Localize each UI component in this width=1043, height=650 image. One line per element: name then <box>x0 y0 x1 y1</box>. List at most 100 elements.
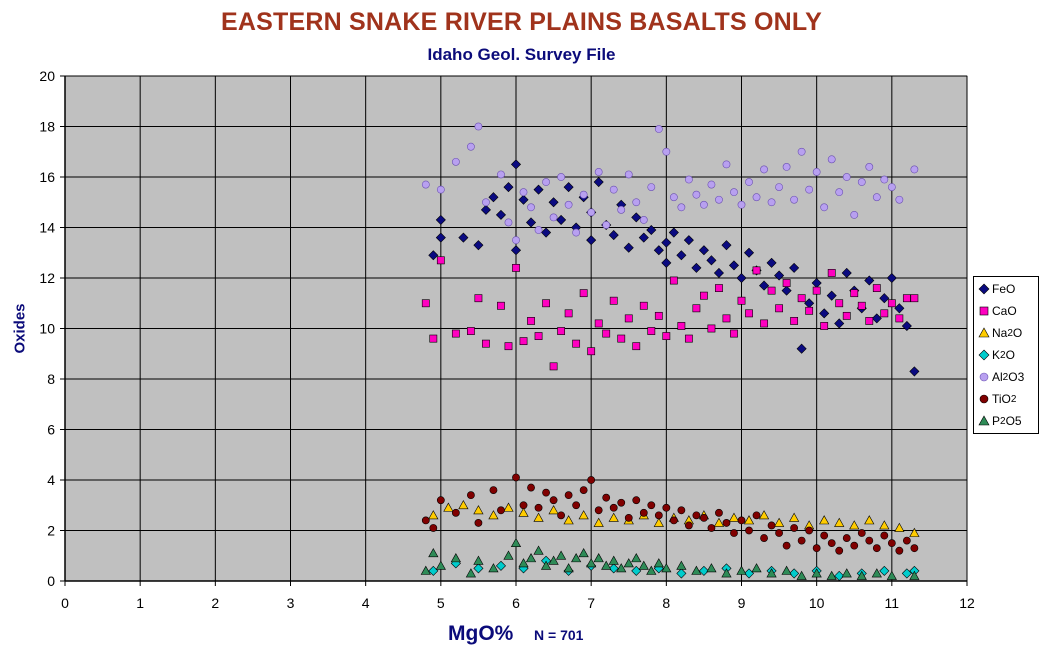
series-p2o5 <box>420 537 920 580</box>
data-point <box>587 347 596 356</box>
data-point <box>677 322 686 330</box>
data-point <box>790 195 799 204</box>
data-point <box>540 560 552 570</box>
data-point <box>775 304 783 313</box>
data-point <box>639 301 648 310</box>
data-point <box>519 337 528 346</box>
data-point <box>737 200 746 209</box>
data-point <box>707 180 716 189</box>
data-point <box>721 240 732 251</box>
y-tick-label: 6 <box>47 422 55 438</box>
data-point <box>587 208 596 217</box>
data-point <box>745 178 753 186</box>
data-point <box>901 320 912 331</box>
data-point <box>834 570 845 581</box>
data-point <box>820 531 829 540</box>
data-point <box>782 279 791 287</box>
data-point <box>428 250 439 261</box>
data-point <box>533 545 544 555</box>
data-point <box>737 296 746 305</box>
data-point <box>638 232 649 243</box>
legend-marker <box>978 327 990 338</box>
data-point <box>910 544 919 553</box>
data-point <box>834 517 845 527</box>
data-point <box>465 568 477 578</box>
data-point <box>488 192 499 203</box>
data-point <box>715 195 723 204</box>
data-point <box>557 173 565 181</box>
data-point <box>857 529 866 537</box>
y-tick-label: 14 <box>39 220 55 236</box>
data-point <box>676 568 687 579</box>
data-point <box>865 162 874 171</box>
data-point <box>541 227 552 238</box>
data-point <box>767 521 776 530</box>
data-point <box>504 218 513 227</box>
data-point <box>503 550 514 560</box>
legend-label: FeO <box>992 282 1016 296</box>
data-point <box>662 503 671 512</box>
data-point <box>826 290 837 301</box>
data-point <box>639 508 648 517</box>
data-point <box>743 515 755 525</box>
data-point <box>473 240 484 251</box>
data-point <box>767 198 776 207</box>
legend-marker-icon <box>978 415 990 426</box>
data-point <box>510 159 522 170</box>
data-point <box>909 527 920 537</box>
data-point <box>428 510 439 520</box>
legend-item-tio2: TiO 2 <box>978 389 1016 409</box>
data-point <box>879 293 890 304</box>
data-point <box>789 568 800 579</box>
data-point <box>631 553 642 563</box>
data-point <box>572 228 581 237</box>
data-point <box>910 294 919 303</box>
data-point <box>602 221 611 229</box>
y-tick-label: 10 <box>39 321 55 337</box>
data-point <box>698 565 709 576</box>
data-point <box>841 568 852 578</box>
data-point <box>542 488 550 497</box>
x-axis-label: MgO% <box>448 622 514 645</box>
data-point <box>684 521 693 530</box>
data-point <box>834 318 845 329</box>
data-point <box>811 568 822 578</box>
data-point <box>555 550 567 560</box>
data-point <box>775 183 783 191</box>
data-point <box>865 536 874 545</box>
data-point <box>880 309 889 318</box>
data-point <box>728 512 740 522</box>
legend-subscript: 2 <box>1000 415 1006 427</box>
data-point <box>482 339 490 348</box>
data-point <box>745 526 753 535</box>
data-point <box>542 178 550 186</box>
legend-marker <box>979 372 989 382</box>
x-tick-label: 10 <box>809 595 825 611</box>
data-point <box>850 210 859 219</box>
data-point <box>525 553 537 563</box>
data-point <box>609 503 618 512</box>
data-point <box>436 185 445 194</box>
legend-item-al2o3: Al 2 O3 <box>978 367 1024 387</box>
data-point <box>451 508 460 517</box>
data-point <box>850 289 859 298</box>
legend-subscript: 2 <box>1010 393 1017 405</box>
data-point <box>466 142 475 151</box>
data-point <box>910 165 919 174</box>
data-point <box>579 486 588 494</box>
data-point <box>797 294 806 303</box>
data-point <box>887 539 896 548</box>
x-tick-label: 8 <box>662 595 670 611</box>
y-tick-label: 12 <box>39 270 55 286</box>
legend-item-feo: FeO <box>978 279 1015 299</box>
data-point <box>654 511 663 520</box>
data-point <box>526 217 537 228</box>
legend-marker-icon <box>978 349 990 361</box>
data-point <box>782 541 791 550</box>
data-point <box>608 563 619 574</box>
data-point <box>668 227 679 238</box>
data-point <box>721 568 732 578</box>
data-point <box>864 515 875 525</box>
data-point <box>624 513 633 522</box>
